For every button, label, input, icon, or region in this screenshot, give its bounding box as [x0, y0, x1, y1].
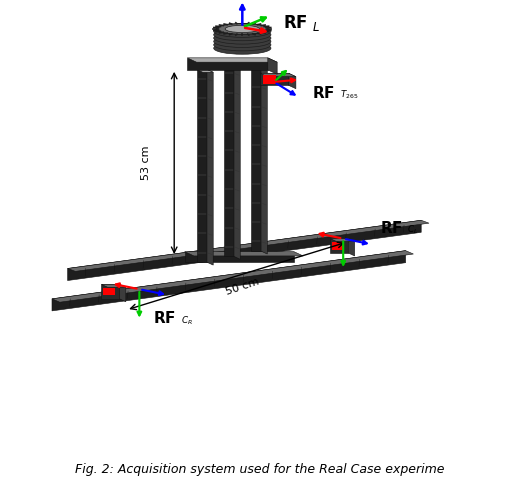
Polygon shape: [330, 239, 348, 253]
Text: 53 cm: 53 cm: [140, 146, 151, 180]
Polygon shape: [289, 73, 296, 89]
Text: 50 cm: 50 cm: [224, 276, 260, 297]
Polygon shape: [120, 284, 126, 302]
Ellipse shape: [214, 32, 271, 44]
Polygon shape: [251, 58, 267, 61]
Text: $_{T_{265}}$: $_{T_{265}}$: [340, 88, 358, 102]
Polygon shape: [101, 284, 126, 287]
Polygon shape: [52, 251, 413, 302]
Bar: [103, 288, 115, 295]
Text: $\mathbf{RF}$: $\mathbf{RF}$: [153, 310, 176, 326]
Ellipse shape: [214, 42, 271, 54]
Ellipse shape: [214, 25, 271, 37]
Ellipse shape: [225, 25, 259, 32]
Polygon shape: [185, 252, 294, 262]
Polygon shape: [234, 64, 240, 259]
Polygon shape: [330, 239, 355, 241]
Ellipse shape: [214, 36, 271, 47]
Text: $_L$: $_L$: [312, 16, 320, 34]
Polygon shape: [261, 58, 267, 254]
Bar: [332, 242, 344, 250]
Polygon shape: [68, 220, 421, 281]
Text: $_{C_L}$: $_{C_L}$: [407, 224, 419, 237]
Text: $\mathbf{RF}$: $\mathbf{RF}$: [312, 84, 335, 101]
Polygon shape: [197, 69, 207, 262]
Text: Fig. 2: Acquisition system used for the Real Case experime: Fig. 2: Acquisition system used for the …: [75, 463, 445, 476]
Polygon shape: [260, 73, 296, 77]
Polygon shape: [224, 64, 240, 67]
Polygon shape: [207, 69, 213, 265]
Text: $\mathbf{RF}$: $\mathbf{RF}$: [380, 219, 402, 236]
Polygon shape: [101, 284, 120, 299]
Ellipse shape: [214, 29, 271, 40]
Ellipse shape: [214, 39, 271, 51]
Text: $_{C_R}$: $_{C_R}$: [181, 314, 193, 328]
Polygon shape: [187, 58, 268, 70]
Ellipse shape: [217, 24, 268, 34]
Polygon shape: [348, 239, 355, 256]
Polygon shape: [68, 220, 429, 271]
Bar: [263, 75, 276, 84]
Text: $\mathbf{RF}$: $\mathbf{RF}$: [283, 14, 308, 32]
Polygon shape: [197, 69, 213, 72]
Polygon shape: [224, 64, 234, 256]
Polygon shape: [251, 58, 261, 251]
Polygon shape: [268, 58, 277, 74]
Polygon shape: [185, 252, 303, 256]
Polygon shape: [187, 58, 277, 62]
Polygon shape: [260, 73, 289, 85]
Polygon shape: [52, 251, 406, 311]
